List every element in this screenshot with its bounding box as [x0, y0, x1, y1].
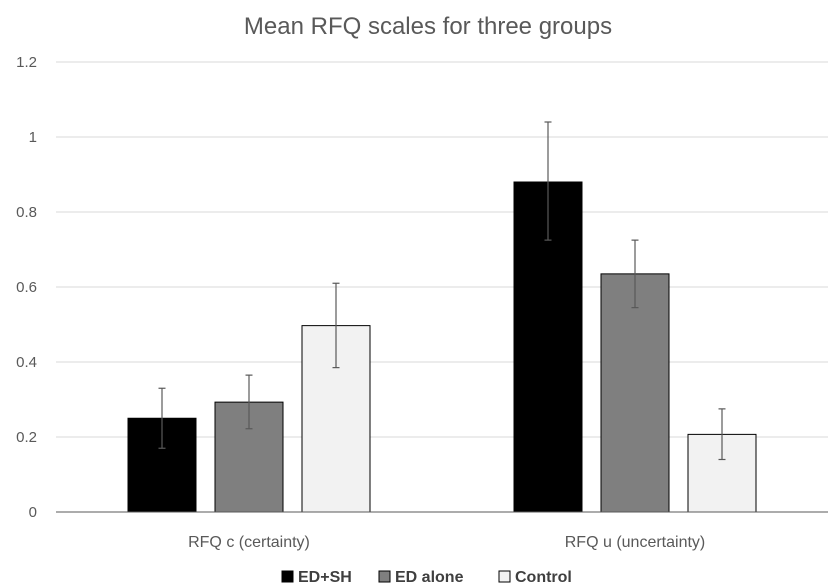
gridlines	[56, 61, 828, 438]
chart-title: Mean RFQ scales for three groups	[244, 13, 612, 40]
error-bar	[245, 374, 253, 430]
y-axis-ticks: 0 0.2 0.4 0.6 0.8 1 1.2	[16, 54, 37, 521]
y-tick-label: 1.2	[16, 54, 37, 71]
y-tick-label: 0.4	[16, 354, 37, 371]
legend-item: Control	[498, 569, 572, 586]
legend-label: ED alone	[395, 569, 464, 586]
legend-swatch	[498, 570, 511, 583]
y-tick-label: 0.2	[16, 429, 37, 446]
error-bar	[718, 408, 726, 461]
error-bar	[544, 121, 552, 241]
x-category-label: RFQ u (uncertainty)	[565, 534, 705, 551]
legend-label: Control	[515, 569, 572, 586]
error-bars	[158, 121, 726, 461]
y-tick-label: 0	[29, 504, 37, 521]
error-bar	[332, 282, 340, 369]
y-tick-label: 0.6	[16, 279, 37, 296]
bar-ed-alone-uncertainty	[600, 273, 670, 513]
y-tick-label: 0.8	[16, 204, 37, 221]
bars	[127, 181, 757, 513]
legend-swatch	[281, 570, 294, 583]
legend-item: ED+SH	[281, 569, 352, 586]
x-axis-categories: RFQ c (certainty) RFQ u (uncertainty)	[188, 534, 705, 551]
legend: ED+SH ED alone Control	[281, 569, 572, 586]
legend-label: ED+SH	[298, 569, 352, 586]
error-bar	[158, 387, 166, 449]
error-bar	[631, 239, 639, 309]
legend-item: ED alone	[378, 569, 464, 586]
x-category-label: RFQ c (certainty)	[188, 534, 310, 551]
legend-swatch	[378, 570, 391, 583]
y-tick-label: 1	[29, 129, 37, 146]
